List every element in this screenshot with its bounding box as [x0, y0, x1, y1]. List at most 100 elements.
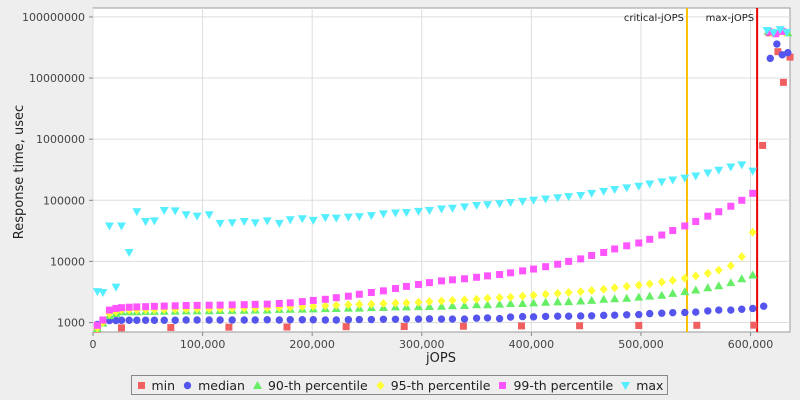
99-th-percentile-point — [438, 277, 445, 285]
max-point — [250, 219, 260, 228]
min-point — [635, 321, 643, 329]
90-th-percentile-point — [541, 297, 551, 306]
max-point — [483, 201, 493, 210]
99-th-percentile-point — [778, 27, 786, 35]
90-th-percentile-point — [714, 281, 724, 290]
median-point — [205, 316, 213, 324]
legend-swatch — [621, 381, 631, 390]
99-th-percentile-point — [367, 289, 375, 297]
99-th-percentile-point — [379, 287, 387, 295]
95-th-percentile-legend-point — [376, 380, 385, 390]
95-th-percentile-point — [610, 283, 619, 293]
min-point — [693, 321, 701, 329]
max-point — [378, 210, 388, 219]
99-th-percentile-point — [765, 28, 773, 36]
data-series — [92, 25, 794, 333]
max-point — [149, 217, 159, 226]
99-th-percentile-point — [530, 265, 538, 273]
median-point — [658, 309, 666, 317]
max-point — [553, 194, 563, 203]
99-th-percentile-point — [588, 251, 596, 259]
legend-swatch — [376, 380, 385, 390]
99-th-percentile-point — [332, 294, 340, 302]
median-point — [437, 315, 446, 323]
median-point — [117, 316, 126, 324]
legend-item-min: min — [136, 378, 175, 393]
95-th-percentile-point — [714, 265, 723, 275]
99-th-percentile-point — [772, 30, 780, 38]
x-tick-label: 400,000 — [509, 338, 555, 351]
90-th-percentile-point — [587, 295, 597, 304]
99-th-percentile-point — [565, 257, 573, 265]
99-th-percentile-point — [577, 255, 585, 263]
median-point — [669, 308, 677, 317]
median-point — [321, 316, 330, 324]
median-point — [727, 306, 735, 314]
99-th-percentile-point — [473, 273, 481, 281]
median-point — [623, 311, 631, 319]
median-point — [414, 315, 423, 323]
x-tick-label: 100,000 — [180, 338, 226, 351]
max-point — [141, 217, 151, 226]
max-point — [116, 222, 126, 231]
median-point — [472, 314, 481, 322]
max-point — [320, 214, 330, 223]
99-th-percentile-point — [125, 303, 133, 311]
max-point — [495, 200, 505, 209]
90-th-percentile-point — [472, 300, 482, 309]
median-point — [141, 316, 150, 324]
99-th-percentile-point — [205, 301, 213, 309]
median-point — [216, 316, 224, 324]
95-th-percentile-point — [483, 293, 492, 303]
90-th-percentile-point — [726, 278, 736, 287]
min-point — [400, 323, 408, 331]
99-th-percentile-point — [727, 202, 735, 210]
x-tick-label: 0 — [90, 338, 97, 351]
max-point — [737, 161, 747, 170]
90-th-percentile-point — [576, 296, 586, 305]
99-th-percentile-point — [715, 208, 723, 216]
x-tick-label: 600,000 — [728, 338, 774, 351]
max-point — [111, 283, 121, 292]
95-th-percentile-point — [355, 299, 364, 309]
max-point — [748, 167, 758, 176]
median-point — [193, 316, 201, 324]
min-point — [225, 323, 233, 331]
median-point — [681, 308, 689, 317]
95-th-percentile-point — [553, 288, 562, 298]
99-th-percentile-point — [344, 292, 352, 300]
max-point — [472, 202, 482, 211]
max-point — [215, 219, 225, 228]
min-point — [576, 322, 584, 330]
legend: min median 90-th percentile 95-th percentil… — [131, 375, 668, 395]
min-point — [167, 323, 175, 331]
95-th-percentile-point — [668, 275, 677, 285]
95-th-percentile-point — [472, 294, 481, 304]
99-th-percentile-point — [496, 271, 504, 279]
99-th-percentile-point — [681, 222, 689, 230]
max-point — [354, 213, 364, 222]
max-point — [262, 217, 272, 226]
99-th-percentile-series — [93, 27, 786, 329]
95-th-percentile-point — [425, 297, 434, 307]
threshold-label: max-jOPS — [706, 13, 754, 24]
median-point — [483, 314, 492, 322]
median-point — [506, 313, 515, 321]
99-th-percentile-point — [133, 303, 141, 311]
95-th-percentile-point — [541, 289, 550, 299]
max-point — [506, 199, 516, 208]
99-th-percentile-point — [704, 212, 712, 220]
legend-item-median: median — [182, 378, 245, 393]
legend-label: 99-th percentile — [513, 377, 614, 393]
99-th-percentile-point — [286, 299, 294, 307]
max-point — [170, 207, 180, 216]
median-point — [344, 316, 353, 324]
95-th-percentile-point — [726, 261, 735, 271]
median-point — [692, 308, 700, 316]
max-point — [541, 195, 551, 204]
99-th-percentile-point — [93, 321, 101, 329]
99-th-percentile-point — [600, 248, 608, 256]
max-point — [529, 196, 539, 205]
median-point — [133, 316, 141, 324]
95-th-percentile-point — [332, 300, 341, 310]
